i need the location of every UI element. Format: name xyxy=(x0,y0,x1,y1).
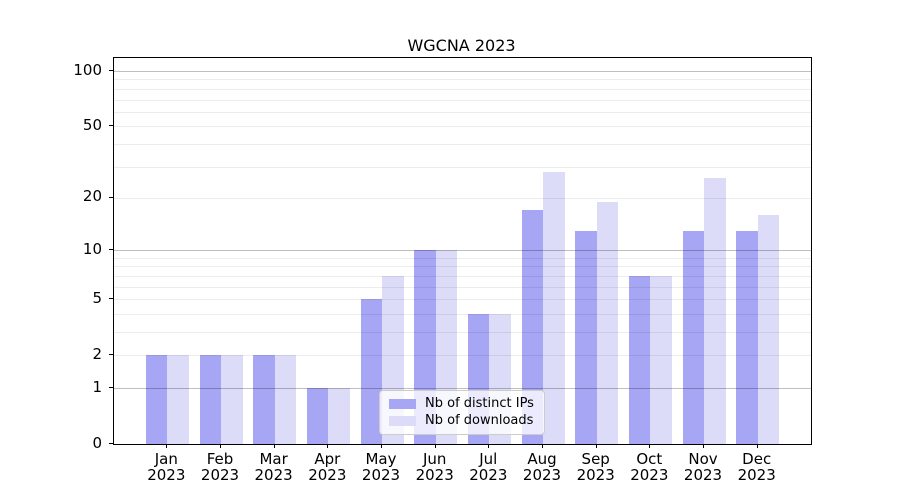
x-tick-label-may: May 2023 xyxy=(361,450,401,484)
x-tick-mark-apr xyxy=(327,444,329,448)
bar-nb-of-distinct-ips-apr xyxy=(306,388,329,444)
y-tick-mark-1 xyxy=(109,387,113,388)
y-tick-mark-5 xyxy=(109,298,113,300)
gridline-major-100 xyxy=(114,71,811,72)
x-tick-label-mar: Mar 2023 xyxy=(254,450,293,484)
legend-item-distinct-ips: Nb of distinct IPs xyxy=(389,397,535,411)
bar-nb-of-distinct-ips-sep xyxy=(575,230,597,444)
x-tick-label-jun: Jun 2023 xyxy=(415,450,454,484)
legend-swatch-downloads xyxy=(389,416,416,426)
bar-nb-of-downloads-jan xyxy=(167,355,189,444)
gridline-minor-30 xyxy=(114,166,811,168)
gridline-minor-6 xyxy=(114,286,811,288)
bar-nb-of-distinct-ips-nov xyxy=(682,230,704,444)
bar-nb-of-downloads-oct xyxy=(650,275,672,444)
y-tick-label-2: 2 xyxy=(92,344,102,363)
bar-nb-of-downloads-apr xyxy=(328,388,350,444)
gridline-major-10 xyxy=(114,250,811,252)
gridline-minor-80 xyxy=(114,88,811,90)
x-tick-label-feb: Feb 2023 xyxy=(200,450,240,484)
gridline-minor-7 xyxy=(114,275,811,277)
x-tick-mark-dec xyxy=(756,444,758,448)
bar-nb-of-downloads-aug xyxy=(543,171,565,444)
bar-nb-of-downloads-feb xyxy=(221,355,243,444)
gridline-minor-8 xyxy=(114,266,811,268)
y-tick-label-10: 10 xyxy=(82,239,102,258)
bar-nb-of-downloads-sep xyxy=(596,201,619,444)
x-tick-mark-nov xyxy=(703,444,704,448)
bar-nb-of-distinct-ips-oct xyxy=(628,275,651,444)
x-tick-label-apr: Apr 2023 xyxy=(308,450,347,484)
bar-nb-of-downloads-nov xyxy=(704,177,726,444)
bar-nb-of-downloads-dec xyxy=(757,215,780,444)
legend-label-distinct-ips: Nb of distinct IPs xyxy=(425,396,534,411)
y-tick-label-100: 100 xyxy=(73,60,102,79)
y-tick-label-1: 1 xyxy=(92,377,102,396)
x-tick-label-nov: Nov 2023 xyxy=(683,450,723,484)
bar-nb-of-downloads-mar xyxy=(274,355,297,444)
x-tick-mark-mar xyxy=(273,444,275,448)
gridline-minor-70 xyxy=(114,99,811,101)
gridline-minor-2 xyxy=(114,355,811,357)
y-tick-mark-2 xyxy=(109,354,113,356)
gridline-minor-5 xyxy=(114,299,811,301)
gridline-minor-60 xyxy=(114,111,811,113)
bar-nb-of-distinct-ips-feb xyxy=(199,355,221,444)
x-tick-label-jan: Jan 2023 xyxy=(147,450,186,484)
x-tick-label-dec: Dec 2023 xyxy=(737,450,776,484)
x-tick-label-oct: Oct 2023 xyxy=(630,450,669,484)
y-tick-mark-20 xyxy=(109,196,113,198)
y-tick-label-20: 20 xyxy=(82,187,102,206)
x-tick-label-jul: Jul 2023 xyxy=(469,450,508,484)
bar-nb-of-distinct-ips-mar xyxy=(253,355,275,444)
x-tick-mark-jul xyxy=(488,444,490,448)
x-tick-mark-aug xyxy=(542,444,543,448)
gridline-minor-40 xyxy=(114,143,811,145)
y-tick-mark-0 xyxy=(109,443,113,444)
legend-swatch-distinct-ips xyxy=(389,399,416,409)
gridline-minor-4 xyxy=(114,313,811,315)
y-tick-label-5: 5 xyxy=(92,288,102,307)
gridline-minor-90 xyxy=(114,79,811,81)
gridline-minor-50 xyxy=(114,126,811,128)
y-tick-mark-50 xyxy=(109,125,113,127)
x-tick-mark-may xyxy=(381,444,382,448)
chart-title: WGCNA 2023 xyxy=(407,36,516,55)
gridline-minor-9 xyxy=(114,257,811,259)
bar-nb-of-distinct-ips-jan xyxy=(145,355,168,444)
x-tick-mark-sep xyxy=(595,444,597,448)
gridline-minor-20 xyxy=(114,197,811,199)
bar-nb-of-distinct-ips-may xyxy=(360,299,382,444)
plot-area xyxy=(113,57,812,445)
bar-nb-of-distinct-ips-dec xyxy=(736,230,758,444)
y-tick-mark-100 xyxy=(109,70,113,71)
x-tick-mark-jan xyxy=(166,444,168,448)
x-tick-mark-feb xyxy=(220,444,221,448)
gridline-minor-3 xyxy=(114,332,811,333)
legend-item-downloads: Nb of downloads xyxy=(389,414,535,428)
x-tick-mark-oct xyxy=(649,444,651,448)
x-tick-mark-jun xyxy=(434,444,436,448)
bar-nb-of-distinct-ips-aug xyxy=(521,210,543,444)
gridline-major-1 xyxy=(114,388,811,389)
legend: Nb of distinct IPs Nb of downloads xyxy=(379,390,545,435)
y-tick-label-50: 50 xyxy=(82,115,102,134)
x-tick-label-sep: Sep 2023 xyxy=(576,450,615,484)
y-tick-label-0: 0 xyxy=(92,433,102,452)
x-tick-label-aug: Aug 2023 xyxy=(522,450,562,484)
legend-label-downloads: Nb of downloads xyxy=(425,413,534,428)
y-tick-mark-10 xyxy=(109,249,113,251)
